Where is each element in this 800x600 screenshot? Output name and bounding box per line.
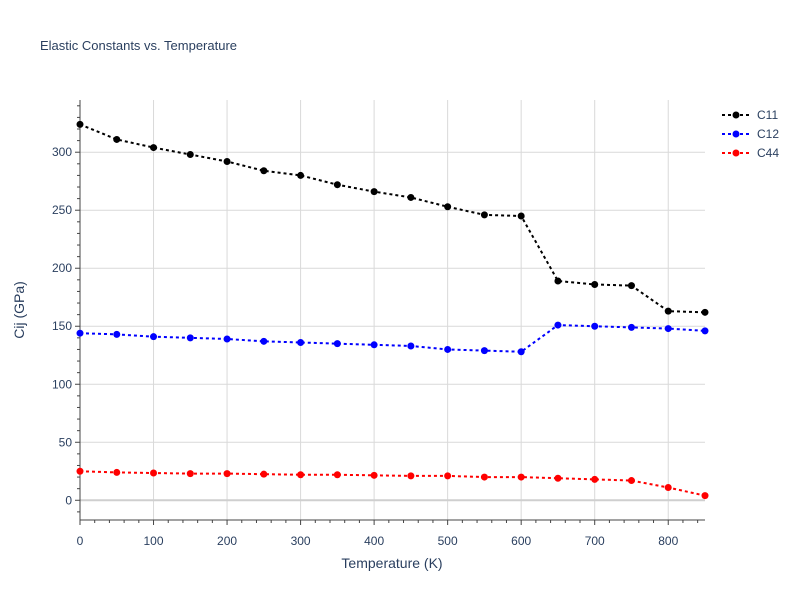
series-c12 (76, 321, 709, 356)
data-point-c11[interactable] (701, 308, 709, 316)
x-tick-label: 600 (511, 534, 531, 548)
legend-item-c44[interactable]: C44 (722, 146, 779, 160)
data-point-c11[interactable] (113, 135, 121, 143)
data-point-c11[interactable] (297, 171, 305, 179)
data-point-c11[interactable] (76, 120, 84, 128)
grid (80, 100, 705, 520)
y-tick-label: 0 (65, 493, 72, 507)
data-point-c12[interactable] (297, 338, 305, 346)
legend-marker-icon (732, 149, 740, 157)
data-point-c44[interactable] (627, 477, 635, 485)
data-point-c44[interactable] (186, 470, 194, 478)
data-point-c11[interactable] (554, 277, 562, 285)
data-point-c11[interactable] (627, 282, 635, 290)
chart-title: Elastic Constants vs. Temperature (40, 38, 237, 53)
y-tick-label: 200 (52, 261, 72, 275)
data-point-c44[interactable] (480, 473, 488, 481)
data-point-c11[interactable] (591, 280, 599, 288)
data-point-c12[interactable] (113, 330, 121, 338)
data-point-c44[interactable] (150, 469, 158, 477)
x-tick-label: 500 (438, 534, 458, 548)
series-line-c11 (79, 123, 706, 314)
data-point-c12[interactable] (627, 323, 635, 331)
series-line-c12 (79, 324, 706, 353)
y-tick-label: 100 (52, 377, 72, 391)
y-axis-title: Cij (GPa) (11, 281, 27, 339)
data-point-c11[interactable] (333, 181, 341, 189)
data-point-c44[interactable] (297, 471, 305, 479)
data-point-c12[interactable] (186, 334, 194, 342)
data-point-c44[interactable] (407, 472, 415, 480)
data-point-c11[interactable] (370, 188, 378, 196)
data-point-c44[interactable] (701, 492, 709, 500)
data-point-c11[interactable] (517, 212, 525, 220)
data-point-c44[interactable] (517, 473, 525, 481)
y-tick-label: 150 (52, 319, 72, 333)
data-point-c44[interactable] (113, 468, 121, 476)
data-point-c12[interactable] (517, 348, 525, 356)
data-point-c12[interactable] (76, 329, 84, 337)
axes: 0 100 200 300 400 500 600 700 800 0 50 100 150 200 250… (52, 100, 705, 548)
data-point-c12[interactable] (480, 347, 488, 355)
y-tick-label: 250 (52, 203, 72, 217)
legend-item-c12[interactable]: C12 (722, 127, 779, 141)
data-point-c44[interactable] (333, 471, 341, 479)
data-point-c12[interactable] (150, 333, 158, 341)
data-point-c12[interactable] (444, 345, 452, 353)
series-layer (76, 120, 709, 500)
data-point-c11[interactable] (664, 307, 672, 315)
data-point-c12[interactable] (664, 325, 672, 333)
data-point-c11[interactable] (480, 211, 488, 219)
data-point-c11[interactable] (150, 144, 158, 152)
data-point-c12[interactable] (260, 337, 268, 345)
data-point-c12[interactable] (407, 342, 415, 350)
series-c44 (76, 467, 709, 500)
legend-item-c11[interactable]: C11 (722, 108, 778, 122)
x-tick-label: 700 (585, 534, 605, 548)
x-axis-title: Temperature (K) (341, 555, 442, 571)
legend[interactable]: C11 C12 C44 (722, 108, 779, 160)
data-point-c12[interactable] (554, 321, 562, 329)
data-point-c11[interactable] (407, 193, 415, 201)
data-point-c44[interactable] (223, 470, 231, 478)
data-point-c44[interactable] (554, 474, 562, 482)
data-point-c12[interactable] (370, 341, 378, 349)
legend-label: C44 (757, 146, 779, 160)
y-tick-label: 50 (59, 435, 73, 449)
legend-marker-icon (732, 111, 740, 119)
data-point-c11[interactable] (260, 167, 268, 175)
y-tick-label: 300 (52, 145, 72, 159)
data-point-c44[interactable] (664, 484, 672, 492)
data-point-c12[interactable] (591, 322, 599, 330)
data-point-c12[interactable] (223, 335, 231, 343)
data-point-c11[interactable] (186, 151, 194, 159)
x-tick-label: 400 (364, 534, 384, 548)
data-point-c11[interactable] (444, 203, 452, 211)
data-point-c44[interactable] (591, 475, 599, 483)
x-tick-label: 300 (291, 534, 311, 548)
data-point-c44[interactable] (370, 471, 378, 479)
x-tick-label: 200 (217, 534, 237, 548)
data-point-c12[interactable] (333, 340, 341, 348)
data-point-c11[interactable] (223, 157, 231, 165)
legend-marker-icon (732, 130, 740, 138)
x-tick-label: 0 (77, 534, 84, 548)
series-line-c44 (79, 470, 706, 497)
data-point-c44[interactable] (76, 467, 84, 475)
x-tick-label: 800 (658, 534, 678, 548)
legend-label: C11 (757, 108, 778, 122)
data-point-c44[interactable] (444, 472, 452, 480)
data-point-c12[interactable] (701, 327, 709, 335)
x-tick-label: 100 (144, 534, 164, 548)
data-point-c44[interactable] (260, 470, 268, 478)
legend-label: C12 (757, 127, 779, 141)
series-c11 (76, 120, 709, 316)
